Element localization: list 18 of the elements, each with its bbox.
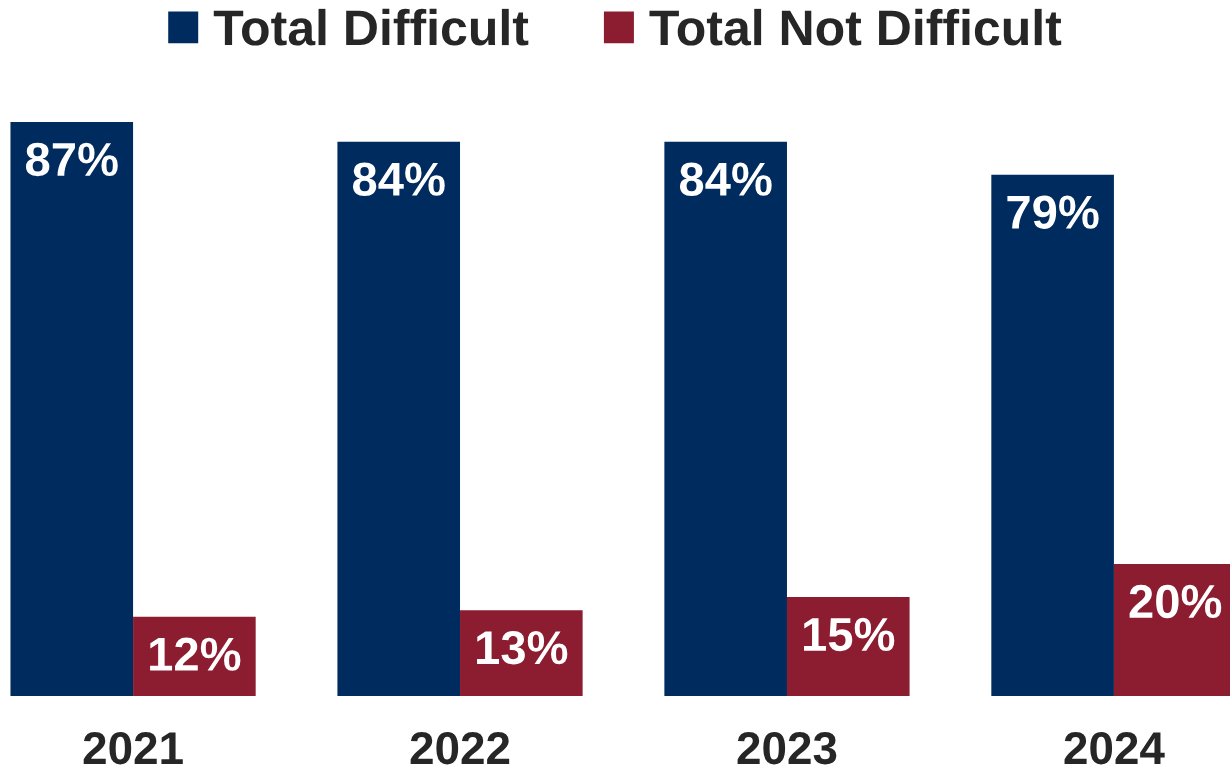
data-label: 79% xyxy=(1007,195,1099,229)
data-label: 84% xyxy=(352,162,445,196)
x-tick-label: 2021 xyxy=(83,731,183,765)
bar xyxy=(10,122,134,696)
legend-label: Total Not Difficult xyxy=(649,8,1062,46)
bar xyxy=(991,174,1114,696)
legend-label: Total Difficult xyxy=(213,8,529,46)
bar xyxy=(337,141,461,696)
x-tick-label: 2024 xyxy=(1064,731,1165,765)
data-label: 20% xyxy=(1129,584,1222,619)
data-label: 84% xyxy=(679,162,772,196)
bar xyxy=(664,141,787,696)
data-label: 87% xyxy=(26,142,118,177)
data-label: 13% xyxy=(477,630,568,665)
data-label: 12% xyxy=(150,637,241,671)
x-tick-label: 2023 xyxy=(737,731,837,765)
data-label: 15% xyxy=(804,617,895,652)
x-tick-label: 2022 xyxy=(410,731,510,765)
